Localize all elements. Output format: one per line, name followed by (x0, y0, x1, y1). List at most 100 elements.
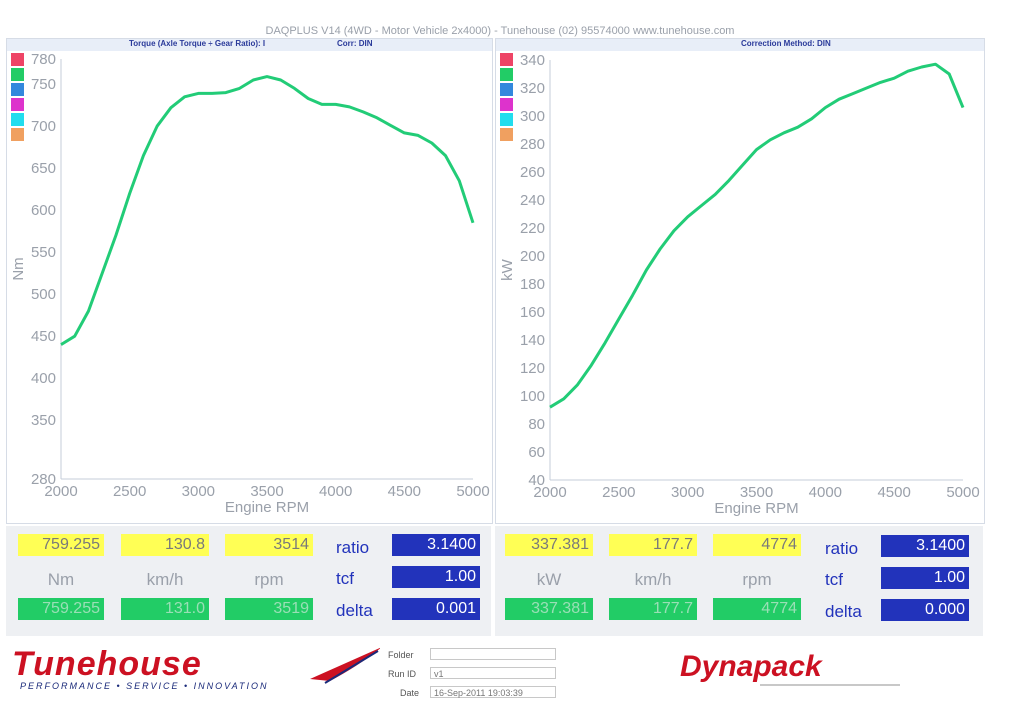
tunehouse-logo: Tunehouse PERFORMANCE • SERVICE • INNOVA… (10, 643, 380, 698)
y-tick-label: 300 (520, 108, 545, 125)
x-axis-label: Engine RPM (714, 500, 798, 517)
series-line (60, 75, 475, 346)
readout-speed-value: 130.8 (121, 534, 209, 556)
readout-power-value-2: 337.381 (505, 598, 593, 620)
folder-field (430, 648, 556, 660)
unit-label-nm: Nm (47, 570, 75, 589)
power-readout-panel: 337.381 177.7 4774 kW km/h rpm 337.381 1… (495, 526, 983, 636)
readout-torque-value: 759.255 (18, 534, 104, 556)
param-label-ratio: ratio (825, 539, 859, 558)
readout-power-value: 337.381 (505, 534, 593, 556)
runid-label: Run ID (388, 669, 417, 679)
unit-label-rpm: rpm (254, 570, 284, 589)
y-axis-label: kW (499, 258, 516, 281)
power-chart-panel: Correction Method: DIN (495, 38, 985, 524)
x-tick-label: 2000 (44, 483, 77, 500)
param-value-ratio: 3.1400 (881, 535, 969, 557)
x-tick-label: 5000 (456, 483, 489, 500)
torque-chart: 280 350 400 450 500 550 600 650 700 750 780 2000 250… (10, 51, 490, 516)
y-tick-label: 550 (31, 244, 56, 261)
torque-chart-subtitle: Torque (Axle Torque ÷ Gear Ratio): I (129, 39, 266, 48)
param-value-tcf: 1.00 (392, 566, 480, 588)
unit-label-kw: kW (536, 570, 562, 589)
power-chart: 40 60 80 100 120 140 160 180 200 220 240 260 280 300 3… (499, 52, 980, 517)
x-tick-label: 3000 (182, 483, 215, 500)
x-tick-label: 4500 (388, 483, 421, 500)
y-tick-label: 700 (31, 118, 56, 135)
legend-swatch (11, 68, 24, 81)
y-tick-label: 450 (31, 328, 56, 345)
torque-chart-panel: Torque (Axle Torque ÷ Gear Ratio): I Cor… (6, 38, 493, 524)
y-tick-label: 280 (520, 136, 545, 153)
y-tick-label: 60 (528, 444, 545, 461)
param-label-ratio: ratio (336, 538, 370, 557)
y-tick-label: 340 (520, 52, 545, 69)
x-tick-label: 4000 (809, 484, 842, 501)
param-label-delta: delta (825, 602, 862, 621)
param-label-tcf: tcf (336, 569, 354, 588)
legend-swatch (500, 83, 513, 96)
y-tick-label: 260 (520, 164, 545, 181)
folder-label: Folder (388, 650, 414, 660)
readout-speed-value-2: 177.7 (609, 598, 697, 620)
legend-swatch (11, 53, 24, 66)
param-label-delta: delta (336, 601, 373, 620)
y-tick-label: 100 (520, 388, 545, 405)
y-tick-label: 140 (520, 332, 545, 349)
torque-readout-panel: 759.255 130.8 3514 Nm km/h rpm 759.255 1… (6, 526, 491, 636)
legend-swatch (11, 83, 24, 96)
legend-swatch (500, 113, 513, 126)
x-tick-label: 3500 (250, 483, 283, 500)
unit-label-kmh: km/h (634, 570, 672, 589)
readout-rpm-value-2: 3519 (225, 598, 313, 620)
y-axis-label: Nm (10, 257, 27, 280)
readout-rpm-value: 3514 (225, 534, 313, 556)
param-value-delta: 0.001 (392, 598, 480, 620)
y-tick-label: 40 (528, 472, 545, 489)
series-line (549, 62, 965, 409)
legend-swatch (11, 98, 24, 111)
x-tick-label: 4500 (877, 484, 910, 501)
date-label: Date (400, 688, 420, 698)
x-tick-label: 3500 (740, 484, 773, 501)
legend-swatch (500, 128, 513, 141)
y-tick-label: 500 (31, 286, 56, 303)
y-tick-label: 600 (31, 202, 56, 219)
x-tick-label: 2500 (602, 484, 635, 501)
legend-swatch (500, 68, 513, 81)
readout-rpm-value: 4774 (713, 534, 801, 556)
readout-torque-value-2: 759.255 (18, 598, 104, 620)
dynapack-logo: Dynapack (680, 650, 822, 683)
param-label-tcf: tcf (825, 570, 843, 589)
x-tick-label: 4000 (319, 483, 352, 500)
readout-speed-value: 177.7 (609, 534, 697, 556)
y-tick-label: 400 (31, 370, 56, 387)
y-tick-label: 750 (31, 76, 56, 93)
y-tick-label: 160 (520, 304, 545, 321)
y-tick-label: 220 (520, 220, 545, 237)
y-tick-label: 180 (520, 276, 545, 293)
tunehouse-swoosh-icon (310, 647, 380, 684)
y-tick-label: 320 (520, 80, 545, 97)
dynapack-underline (760, 684, 900, 686)
torque-legend (11, 53, 25, 153)
y-tick-label: 200 (520, 248, 545, 265)
param-value-delta: 0.000 (881, 599, 969, 621)
y-tick-label: 650 (31, 160, 56, 177)
unit-label-rpm: rpm (742, 570, 772, 589)
y-tick-label: 350 (31, 412, 56, 429)
torque-chart-corr: Corr: DIN (337, 39, 373, 48)
y-tick-label: 120 (520, 360, 545, 377)
tunehouse-tagline: PERFORMANCE • SERVICE • INNOVATION (20, 681, 269, 691)
x-tick-label: 5000 (946, 484, 979, 501)
x-tick-label: 3000 (671, 484, 704, 501)
x-axis-label: Engine RPM (225, 499, 309, 516)
runid-field: v1 (430, 667, 556, 679)
param-value-ratio: 3.1400 (392, 534, 480, 556)
readout-speed-value-2: 131.0 (121, 598, 209, 620)
tunehouse-logo-text: Tunehouse (12, 645, 202, 683)
report-title: DAQPLUS V14 (4WD - Motor Vehicle 2x4000)… (265, 25, 735, 37)
unit-label-kmh: km/h (146, 570, 184, 589)
legend-swatch (500, 53, 513, 66)
y-tick-label: 280 (31, 471, 56, 488)
